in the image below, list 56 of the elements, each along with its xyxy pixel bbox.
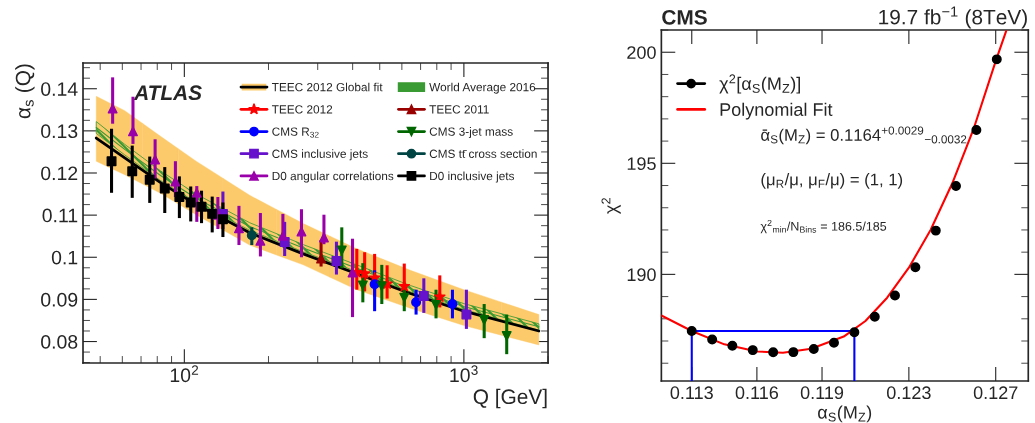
legend-label: World Average 2016 (429, 82, 536, 94)
y-tick-label: 0.13 (41, 124, 78, 139)
x-tick-label: 0.127 (973, 386, 1018, 400)
legend-label: CMS tt̄ cross section (429, 149, 537, 158)
legend-label: TEEC 2012 (271, 105, 333, 114)
point (951, 180, 961, 191)
y-tick-label: 0.08 (41, 335, 78, 349)
x-tick-label: 0.113 (670, 386, 713, 400)
y-tick-label: 0.11 (42, 208, 78, 223)
y-tick-label: 0.14 (41, 82, 78, 96)
chart-subtitle: 19.7 fb$^{−1}$ (8TeV) (879, 6, 1027, 29)
y-tick-label: 0.12 (41, 166, 78, 181)
legend-label: CMS 3-jet mass (429, 127, 513, 139)
point (707, 334, 718, 345)
point (747, 345, 758, 356)
y-tick-label: 195 (627, 157, 656, 171)
annotation: χ$^{2}$$_{min}$/N$_{Bins}$ = 186.5/185 (760, 219, 887, 234)
x-tick-label: 10$^{2}$ (170, 365, 199, 383)
annotation: (μ$_{R}$/μ, μ$_{F}$/μ) = (1, 1) (761, 173, 903, 189)
point (869, 311, 880, 322)
point (889, 290, 900, 301)
x-tick-label: 0.116 (735, 386, 779, 400)
x-tick-label: 10$^{3}$ (450, 365, 478, 383)
chart-title: CMS (662, 9, 707, 25)
point (991, 54, 1002, 65)
y-tick-label: 200 (627, 46, 656, 59)
point (971, 125, 982, 135)
point (930, 225, 941, 236)
legend-label: CMS inclusive jets (272, 149, 368, 161)
y-tick-label: 0.09 (41, 292, 78, 307)
line-series (661, 30, 1008, 354)
point (768, 347, 779, 358)
point (727, 340, 738, 351)
point (849, 327, 860, 338)
legend-label: D0 inclusive jets (430, 171, 515, 183)
y-axis-title: α$_{s}$ (Q) (15, 64, 35, 119)
point (828, 337, 839, 348)
annotation: ATLAS (133, 85, 202, 101)
x-axis-title: α$_{S}$(M$_{Z}$) (818, 405, 872, 423)
legend-label: D0 angular correlations (272, 171, 394, 183)
point (788, 347, 799, 358)
point (686, 326, 697, 336)
y-axis-title: χ$^{2}$ (601, 198, 621, 214)
legend-label: TEEC 2011 (429, 105, 489, 114)
legend-label: Polynomial Fit (720, 102, 833, 120)
x-tick-label: 0.123 (886, 386, 931, 400)
y-tick-label: 190 (627, 268, 656, 282)
annotation: ᾱ$_{S}$(M$_{Z}$) = 0.1164$^{+0.0029}$$_{−0.0032}$ (761, 126, 967, 145)
legend-label: CMS R$_{32}$ (272, 127, 319, 138)
legend-label: TEEC 2012 Global fit (271, 82, 383, 92)
legend-label: χ$^{2}$[α$_{S}$(M$_{Z}$)] (719, 74, 800, 94)
x-tick-label: 0.119 (800, 386, 844, 400)
x-axis-title: Q [GeV] (473, 388, 547, 409)
y-tick-label: 0.1 (51, 250, 78, 265)
point (910, 262, 921, 273)
point (808, 344, 819, 354)
